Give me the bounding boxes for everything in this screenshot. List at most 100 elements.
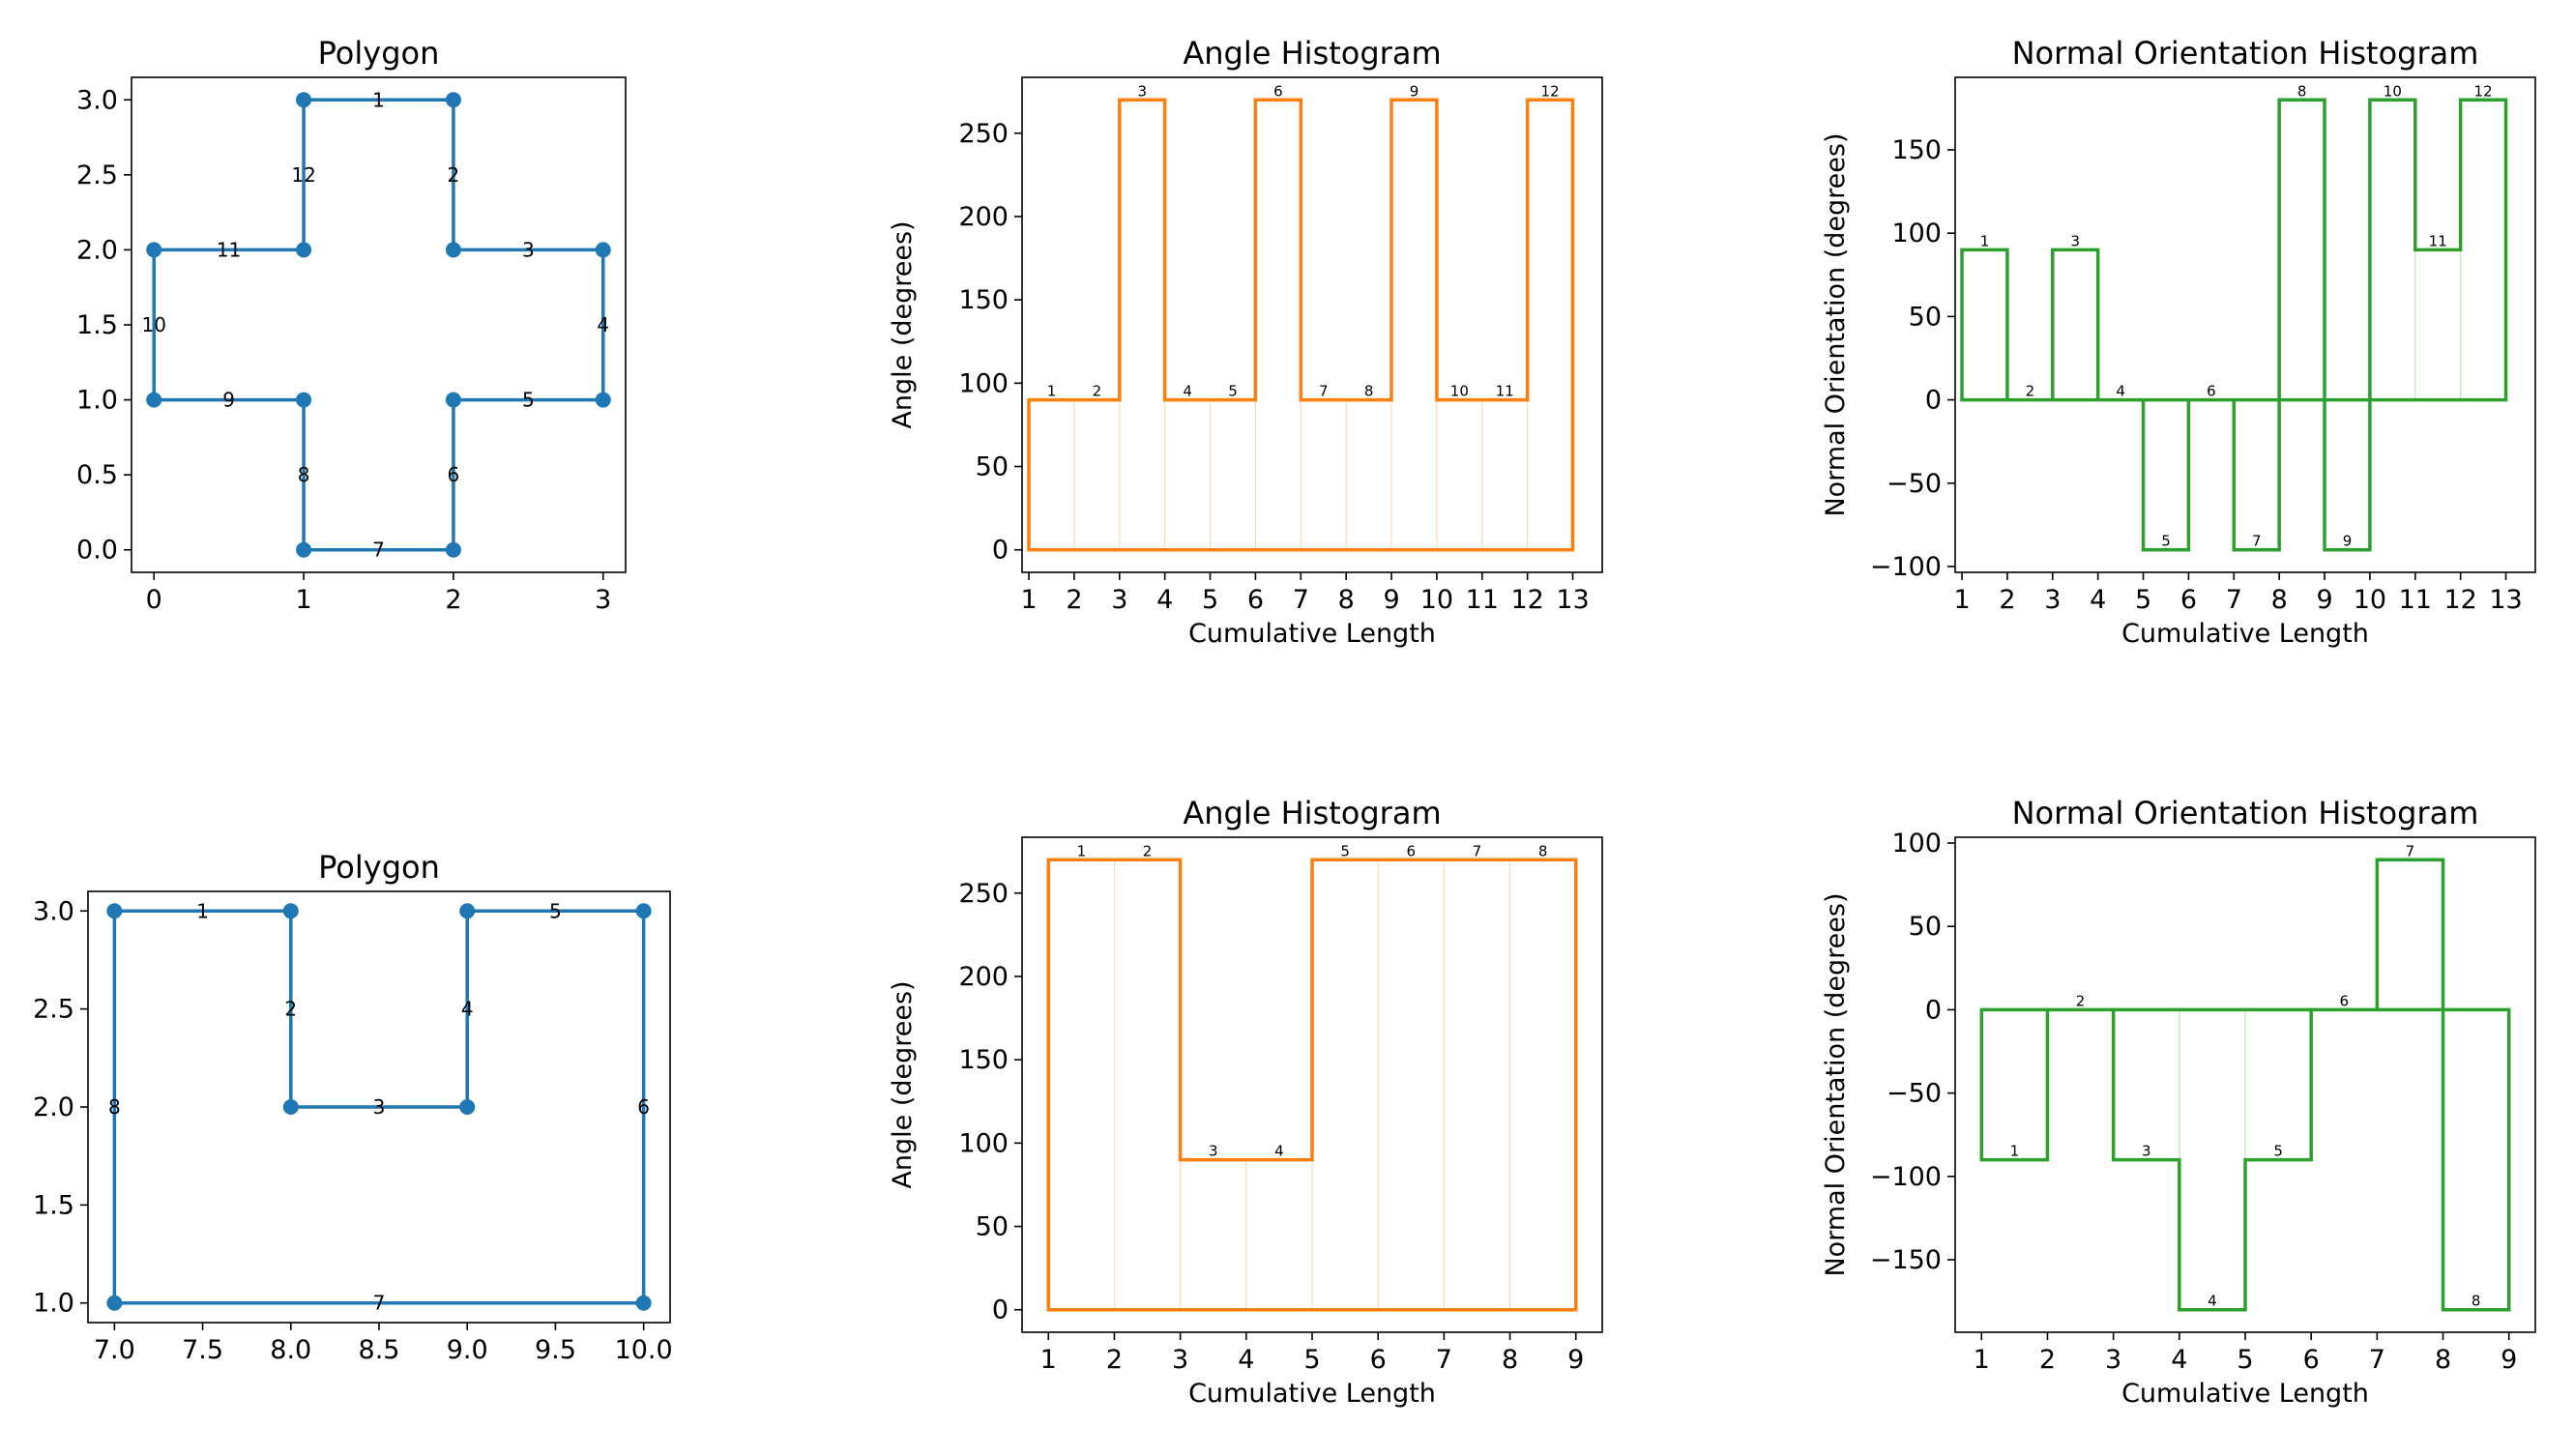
x-axis-label: Cumulative Length xyxy=(2121,1379,2369,1409)
bar xyxy=(1378,859,1444,1309)
bar-label: 9 xyxy=(1410,82,1419,100)
y-tick-label: −50 xyxy=(1887,1079,1942,1109)
x-tick-label: 5 xyxy=(2237,1345,2253,1375)
x-tick-label: 10 xyxy=(2354,585,2386,615)
bar-label: 12 xyxy=(2474,82,2493,100)
bar xyxy=(1528,100,1573,549)
x-axis-label: Cumulative Length xyxy=(1188,619,1436,649)
bar xyxy=(2053,249,2098,399)
bar xyxy=(1312,859,1378,1309)
bar-label: 9 xyxy=(2343,533,2353,550)
x-tick-label: 6 xyxy=(1370,1345,1387,1375)
polygon-vertex xyxy=(595,242,611,258)
x-tick-label: 8.5 xyxy=(359,1335,400,1365)
y-tick-label: 50 xyxy=(976,1212,1009,1242)
bar-label: 3 xyxy=(1209,1143,1218,1160)
bar xyxy=(2234,400,2279,550)
x-tick-label: 9 xyxy=(2501,1345,2517,1375)
bar xyxy=(2179,1009,2245,1309)
bar xyxy=(2370,100,2415,399)
segment-label: 2 xyxy=(284,998,297,1021)
bar-label: 7 xyxy=(2252,533,2262,550)
x-tick-label: 13 xyxy=(1556,585,1589,615)
x-axis-label: Cumulative Length xyxy=(1188,1379,1436,1409)
bar xyxy=(2245,1009,2311,1159)
y-tick-label: 3.0 xyxy=(33,896,74,926)
bar-label: 4 xyxy=(2208,1293,2217,1310)
x-tick-label: 1 xyxy=(295,585,311,615)
bar xyxy=(2415,249,2461,399)
y-tick-label: 0 xyxy=(1925,995,1942,1025)
histogram-outline xyxy=(1960,98,2508,552)
bar xyxy=(2279,100,2325,399)
bar-label: 1 xyxy=(1047,383,1057,400)
y-tick-label: 2.5 xyxy=(33,995,74,1025)
polygon-vertex xyxy=(445,92,461,108)
bar-label: 12 xyxy=(1541,82,1560,100)
y-tick-label: 50 xyxy=(976,452,1009,482)
histogram-outline xyxy=(1046,858,1578,1312)
x-tick-label: 12 xyxy=(2443,585,2476,615)
x-tick-label: 2 xyxy=(1066,585,1082,615)
segment-label: 1 xyxy=(372,88,385,111)
x-tick-label: 7.0 xyxy=(94,1335,135,1365)
y-tick-label: 100 xyxy=(1891,218,1942,248)
histogram-outline xyxy=(1979,858,2511,1312)
chart-title: Polygon xyxy=(318,35,440,72)
chart-title: Angle Histogram xyxy=(1183,795,1441,831)
x-tick-label: 12 xyxy=(1510,585,1543,615)
bar-label: 3 xyxy=(2070,232,2080,249)
axes-frame xyxy=(1954,836,2536,1333)
chart-nrm2: Normal Orientation Histogram 1 2 3 4 5 6 7 8 9 −15… xyxy=(1821,795,2536,1409)
y-axis-label: Angle (degrees) xyxy=(888,980,918,1188)
bar-label: 4 xyxy=(1274,1143,1284,1160)
x-tick-label: 7 xyxy=(1293,585,1309,615)
polygon-vertex xyxy=(296,242,312,258)
y-axis-label: Normal Orientation (degrees) xyxy=(1821,132,1851,516)
segment-label: 5 xyxy=(522,389,535,412)
y-tick-label: 1.5 xyxy=(76,310,118,340)
x-tick-label: 2 xyxy=(2039,1345,2056,1375)
bar xyxy=(1482,400,1528,550)
x-tick-label: 3 xyxy=(1111,585,1127,615)
bar xyxy=(1074,400,1120,550)
segment-label: 5 xyxy=(549,899,562,922)
polygon-vertex xyxy=(106,1295,123,1311)
y-tick-label: 2.0 xyxy=(33,1092,74,1122)
bar-label: 5 xyxy=(2161,533,2171,550)
x-tick-label: 1 xyxy=(1020,585,1037,615)
x-tick-label: 11 xyxy=(1466,585,1499,615)
y-tick-label: 100 xyxy=(958,1128,1009,1158)
x-tick-label: 5 xyxy=(2135,585,2151,615)
bar-label: 8 xyxy=(1538,842,1548,859)
segment-label: 7 xyxy=(373,1292,386,1315)
x-tick-label: 2 xyxy=(1106,1345,1123,1375)
y-tick-label: 1.5 xyxy=(33,1190,74,1220)
x-tick-label: 9.0 xyxy=(447,1335,488,1365)
polygon-outline xyxy=(152,98,605,552)
segment-label: 10 xyxy=(142,313,166,336)
x-tick-label: 2 xyxy=(445,585,461,615)
y-tick-label: 2.0 xyxy=(76,235,118,265)
y-tick-label: 200 xyxy=(958,962,1009,992)
y-tick-label: 1.0 xyxy=(33,1289,74,1319)
bar-label: 4 xyxy=(2116,383,2125,400)
bar xyxy=(1211,400,1256,550)
bar xyxy=(1391,100,1437,549)
x-tick-label: 4 xyxy=(2090,585,2106,615)
segment-label: 12 xyxy=(291,163,315,187)
x-tick-label: 6 xyxy=(2180,585,2197,615)
bar-label: 6 xyxy=(2207,383,2216,400)
y-tick-label: 150 xyxy=(958,285,1009,315)
x-tick-label: 4 xyxy=(1238,1345,1254,1375)
bar xyxy=(1510,859,1576,1309)
bar-label: 5 xyxy=(1340,842,1350,859)
bar xyxy=(1962,249,2007,399)
segment-label: 3 xyxy=(373,1095,386,1119)
segment-label: 8 xyxy=(298,463,310,486)
polygon-vertex xyxy=(459,903,476,919)
y-tick-label: 1.0 xyxy=(76,386,118,416)
